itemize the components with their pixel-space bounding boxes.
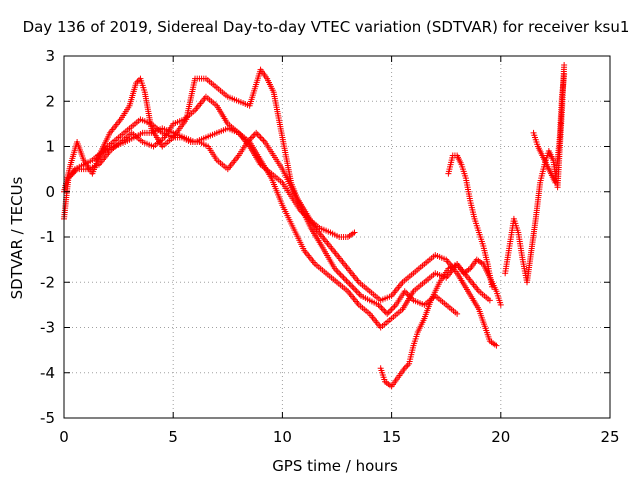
y-tick-label: -5 xyxy=(40,409,55,427)
series-track-8 xyxy=(530,71,568,186)
data-point xyxy=(561,62,568,69)
y-axis-label: SDTVAR / TECUs xyxy=(8,176,26,299)
x-tick-label: 15 xyxy=(382,428,401,446)
x-axis-label: GPS time / hours xyxy=(272,457,398,475)
data-point xyxy=(454,310,461,317)
data-points xyxy=(61,62,568,390)
series-track-5 xyxy=(377,256,504,390)
y-tick-label: 2 xyxy=(45,92,55,110)
x-tick-label: 25 xyxy=(600,428,619,446)
x-tick-label: 5 xyxy=(168,428,178,446)
data-point xyxy=(489,283,496,290)
x-tick-label: 10 xyxy=(273,428,292,446)
y-tick-label: 1 xyxy=(45,138,55,156)
y-tick-label: -3 xyxy=(40,319,55,337)
data-point xyxy=(497,301,504,308)
data-point xyxy=(486,297,493,304)
y-tick-label: -1 xyxy=(40,228,55,246)
y-tick-label: -2 xyxy=(40,273,55,291)
data-point xyxy=(493,342,500,349)
x-tick-label: 20 xyxy=(491,428,510,446)
chart-title: Day 136 of 2019, Sidereal Day-to-day VTE… xyxy=(23,18,630,36)
series-track-6 xyxy=(445,152,496,290)
data-point xyxy=(561,71,568,78)
series-track-7 xyxy=(502,62,568,286)
data-point xyxy=(351,229,358,236)
y-tick-label: 3 xyxy=(45,47,55,65)
x-tick-label: 0 xyxy=(59,428,69,446)
y-tick-label: -4 xyxy=(40,364,55,382)
y-tick-label: 0 xyxy=(45,183,55,201)
series-track-4 xyxy=(93,116,500,349)
